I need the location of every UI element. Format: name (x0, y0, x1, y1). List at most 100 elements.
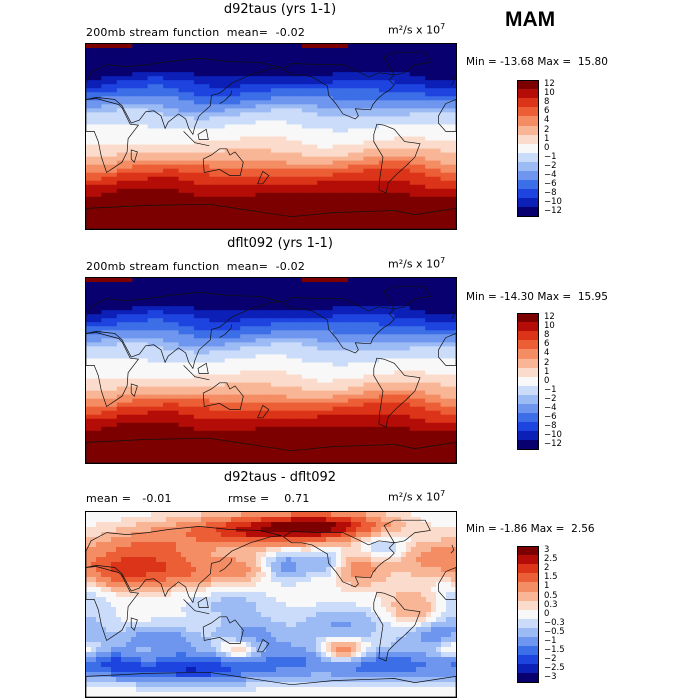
panel3-cell (136, 512, 142, 518)
panel3-cell (441, 577, 447, 583)
panel1-cell (193, 216, 210, 222)
panel3-cell (261, 592, 267, 598)
panel2-coast-madagascar (130, 383, 138, 397)
panel1-cell (255, 96, 272, 101)
panel3-cell (106, 547, 112, 553)
panel3-cell (421, 572, 427, 578)
panel1-cell (348, 124, 365, 130)
panel3-cell (276, 652, 282, 658)
panel2-cell (86, 374, 103, 380)
panel1-cell (363, 140, 380, 146)
panel2-cell (301, 390, 318, 396)
panel3-cell (301, 662, 307, 668)
panel2-cell (394, 330, 411, 335)
panel3-cell (151, 652, 157, 658)
panel3-cell (141, 577, 147, 583)
panel1-cell (301, 44, 318, 49)
panel3-cell (291, 527, 297, 533)
panel3-cell (451, 517, 456, 523)
panel3-cell (386, 617, 392, 623)
panel3-cell (176, 667, 182, 673)
panel2-cell (301, 326, 318, 331)
panel3-cell (326, 687, 332, 693)
panel3-cell (301, 617, 307, 623)
panel3-cell (311, 682, 317, 688)
panel3-cell (396, 647, 402, 653)
panel3-cell (191, 532, 197, 538)
panel1-cell (224, 72, 241, 77)
panel1-cell (409, 96, 426, 101)
panel3-cell (351, 687, 357, 693)
panel3-cell (401, 597, 407, 603)
panel3-cell (396, 547, 402, 553)
panel2-cell (409, 306, 426, 311)
panel1-colorbar-swatch (517, 89, 539, 99)
panel2-cell (425, 282, 442, 287)
panel2-cell (224, 422, 241, 428)
panel3-cell (271, 647, 277, 653)
panel3-cell (411, 572, 417, 578)
panel2-cell (178, 394, 195, 400)
panel3-cell (166, 572, 172, 578)
panel2-cell (163, 358, 180, 364)
panel3-cell (441, 512, 447, 518)
panel2-cell (240, 310, 257, 315)
panel3-cell (426, 557, 432, 563)
panel3-cell (401, 647, 407, 653)
panel3-cell (401, 682, 407, 688)
panel3-cell (331, 582, 337, 588)
panel1-cell (163, 216, 180, 222)
panel3-cell (371, 517, 377, 523)
panel3-cell (331, 512, 337, 518)
panel1-cell (378, 196, 395, 202)
panel2-cell (332, 442, 349, 448)
panel3-cell (211, 567, 217, 573)
panel3-cell (241, 592, 247, 598)
panel3-cell (141, 522, 147, 528)
panel2-cell (378, 366, 395, 372)
panel2-cell (240, 318, 257, 323)
panel3-cell (166, 542, 172, 548)
panel2-cell (394, 394, 411, 400)
panel3-cell (201, 612, 207, 618)
panel3-cell (376, 637, 382, 643)
panel3-cell (226, 577, 232, 583)
panel3-cell (331, 662, 337, 668)
panel3-cell (86, 602, 92, 608)
panel3-cell (96, 657, 102, 663)
panel3-cell (271, 667, 277, 673)
panel1-cell (86, 52, 103, 57)
panel3-cell (321, 652, 327, 658)
panel2-cell (147, 330, 164, 335)
panel3-cell (401, 642, 407, 648)
panel3-cell (181, 627, 187, 633)
panel3-cell (151, 517, 157, 523)
panel1-cell (178, 92, 195, 97)
panel2-cell (163, 282, 180, 287)
panel3-cell (406, 592, 412, 598)
panel3-cell (186, 582, 192, 588)
panel1-cell (224, 196, 241, 202)
panel3-cell (246, 512, 252, 518)
panel1-cell (178, 116, 195, 122)
panel2-cell (301, 310, 318, 315)
panel3-cell (336, 647, 342, 653)
panel2-colorbar-swatch (517, 313, 539, 323)
panel3-cell (346, 522, 352, 528)
panel3-cell (346, 582, 352, 588)
panel2-cell (317, 382, 334, 388)
panel3-cell (346, 627, 352, 633)
panel3-cell (251, 582, 257, 588)
panel2-cell (394, 430, 411, 436)
panel1-cell (409, 76, 426, 81)
panel3-cell (161, 647, 167, 653)
panel3-cell (136, 627, 142, 633)
panel3-cell (396, 612, 402, 618)
panel3-cell (406, 682, 412, 688)
panel3-cell (246, 632, 252, 638)
panel3-cell (426, 667, 432, 673)
panel3-cell (286, 582, 292, 588)
panel3-cell (221, 562, 227, 568)
panel3-cell (96, 647, 102, 653)
panel2-colorbar-label: 10 (544, 321, 555, 332)
